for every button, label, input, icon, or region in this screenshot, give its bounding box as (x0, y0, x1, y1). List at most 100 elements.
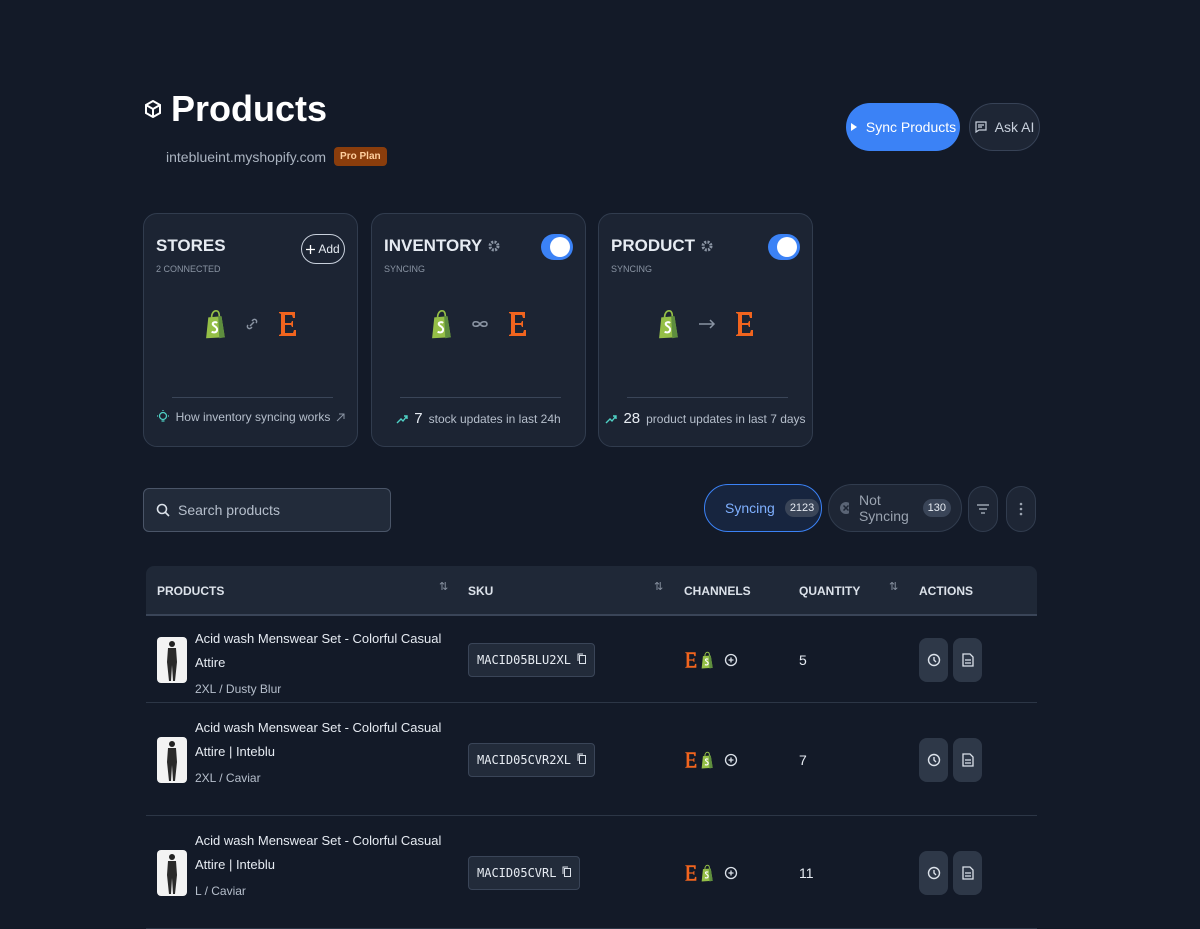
more-button[interactable] (1006, 486, 1036, 532)
filter-label: Syncing (725, 500, 775, 516)
product-info: Acid wash Menswear Set - Colorful Casual… (195, 716, 455, 790)
filter-not-syncing[interactable]: Not Syncing 130 (828, 484, 962, 532)
card-title: STORES (156, 236, 226, 255)
chat-icon (975, 121, 987, 133)
search-placeholder: Search products (178, 502, 280, 518)
sku-badge[interactable]: MACID05BLU2XL (468, 642, 595, 677)
filter-label: Not Syncing (858, 492, 909, 524)
history-button[interactable] (919, 850, 948, 895)
add-channel-icon[interactable] (724, 753, 738, 767)
column-header[interactable]: QUANTITY (799, 584, 861, 598)
etsy-logo (684, 863, 697, 883)
ask-label: Ask AI (994, 119, 1035, 135)
shopify-logo (205, 309, 227, 339)
sync-label: Sync Products (865, 119, 957, 135)
help-link[interactable]: How inventory syncing works (144, 410, 357, 424)
product-name: Acid wash Menswear Set - Colorful Casual… (195, 719, 442, 759)
card-title: INVENTORY (384, 236, 500, 256)
column-header: CHANNELS (684, 584, 751, 598)
bulb-icon (156, 410, 169, 422)
copy-icon[interactable] (577, 753, 586, 767)
product-toggle[interactable] (768, 234, 800, 260)
plan-badge: Pro Plan (334, 147, 387, 166)
product-name: Acid wash Menswear Set - Colorful Casual… (195, 630, 442, 670)
filter-count: 130 (922, 499, 951, 517)
history-button[interactable] (919, 637, 948, 682)
sort-icon[interactable]: ⇅ (439, 581, 449, 593)
etsy-logo (507, 309, 527, 339)
filter-syncing[interactable]: Syncing 2123 (704, 484, 822, 532)
sync-button[interactable]: Sync Products (846, 103, 960, 151)
row-actions (919, 637, 982, 682)
row-actions (919, 737, 982, 782)
product-image (157, 849, 187, 896)
product-row[interactable]: Acid wash Menswear Set - Colorful Casual… (146, 816, 1037, 929)
details-button[interactable] (953, 637, 982, 682)
quantity: 5 (799, 651, 807, 668)
sku-text: MACID05BLU2XL (477, 652, 571, 667)
sku-badge[interactable]: MACID05CVRL (468, 855, 581, 890)
title-text: Products (171, 88, 328, 129)
stores-card: STORES 2 CONNECTED Add How inventory syn… (143, 213, 358, 447)
filter-menu-button[interactable] (968, 486, 998, 532)
box-icon (145, 100, 161, 118)
add-channel-icon[interactable] (724, 653, 738, 667)
inventory-card: INVENTORY SYNCING 7 stock updates in las… (371, 213, 586, 447)
stat-line: 28 product updates in last 7 days (599, 410, 812, 427)
trend-icon (605, 414, 618, 423)
sort-icon[interactable]: ⇅ (654, 581, 664, 593)
channels (684, 750, 738, 770)
stat-count: 28 (623, 410, 641, 427)
quantity: 11 (799, 864, 814, 881)
quantity: 7 (799, 751, 807, 768)
column-header[interactable]: PRODUCTS (157, 584, 225, 598)
product-variant: 2XL / Dusty Blur (195, 681, 282, 696)
sort-icon[interactable]: ⇅ (889, 581, 899, 593)
product-row[interactable]: Acid wash Menswear Set - Colorful Casual… (146, 703, 1037, 816)
card-subtitle: SYNCING (611, 264, 653, 274)
product-info: Acid wash Menswear Set - Colorful Casual… (195, 829, 455, 903)
page-title: Products (145, 88, 327, 130)
search-box[interactable]: Search products (143, 488, 391, 532)
column-header[interactable]: SKU (468, 584, 494, 598)
product-variant: 2XL / Caviar (195, 770, 261, 785)
dots-icon (1019, 502, 1023, 516)
ask-ai-button[interactable]: Ask AI (969, 103, 1040, 151)
card-subtitle: 2 CONNECTED (156, 264, 221, 274)
product-row[interactable]: Acid wash Menswear Set - Colorful Casual… (146, 616, 1037, 703)
history-button[interactable] (919, 737, 948, 782)
gear-icon (488, 240, 500, 252)
channels (684, 863, 738, 883)
link-icon (246, 318, 257, 330)
card-title: PRODUCT (611, 236, 713, 256)
table-header: PRODUCTS ⇅ SKU ⇅ CHANNELS QUANTITY ⇅ ACT… (146, 566, 1037, 616)
shopify-logo (701, 864, 714, 882)
add-label: Add (318, 242, 340, 256)
filter-icon (977, 504, 989, 514)
copy-icon[interactable] (562, 866, 572, 880)
add-channel-icon[interactable] (724, 866, 738, 880)
card-title-text: INVENTORY (384, 236, 483, 255)
shopify-logo (658, 309, 680, 339)
plus-icon (306, 244, 316, 254)
sku-badge[interactable]: MACID05CVR2XL (468, 742, 595, 777)
card-subtitle: SYNCING (384, 264, 426, 274)
copy-icon[interactable] (577, 653, 586, 667)
arrow-icon (698, 319, 715, 329)
add-store-button[interactable]: Add (301, 234, 345, 264)
etsy-logo (684, 650, 697, 670)
gear-icon (701, 240, 713, 252)
help-text: How inventory syncing works (175, 410, 331, 424)
details-button[interactable] (953, 850, 982, 895)
infinity-icon (471, 320, 488, 328)
stat-line: 7 stock updates in last 24h (372, 410, 585, 427)
store-logos (599, 309, 812, 339)
shopify-logo (431, 309, 453, 339)
inventory-toggle[interactable] (541, 234, 573, 260)
play-icon (850, 123, 857, 131)
shopify-logo (701, 751, 714, 769)
trend-icon (396, 414, 408, 423)
sku-text: MACID05CVR2XL (477, 752, 571, 767)
details-button[interactable] (953, 737, 982, 782)
stat-text: product updates in last 7 days (646, 411, 806, 426)
